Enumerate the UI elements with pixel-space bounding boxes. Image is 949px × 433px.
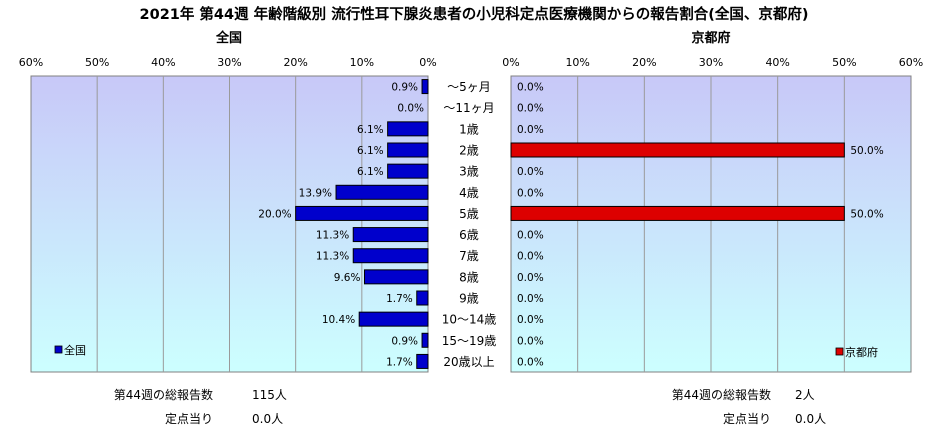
kyoto-data-label: 0.0% bbox=[517, 124, 544, 136]
kyoto-data-label: 0.0% bbox=[517, 82, 544, 94]
category-label: 5歳 bbox=[459, 207, 479, 221]
kyoto-legend: 京都府 bbox=[835, 345, 878, 359]
national-legend-label: 全国 bbox=[64, 343, 86, 357]
national-data-label: 11.3% bbox=[316, 230, 349, 242]
national-bar bbox=[352, 227, 429, 243]
kyoto-data-label: 0.0% bbox=[517, 187, 544, 199]
category-label: ～5ヶ月 bbox=[447, 80, 491, 94]
kyoto-x-tick-label: 30% bbox=[699, 56, 723, 69]
category-label: 9歳 bbox=[459, 292, 479, 306]
national-total-label: 第44週の総報告数 bbox=[114, 387, 213, 402]
kyoto-data-label: 0.0% bbox=[517, 314, 544, 326]
national-data-label: 0.9% bbox=[391, 335, 418, 347]
national-per-site-value: 0.0人 bbox=[252, 412, 283, 426]
national-data-label: 0.0% bbox=[397, 103, 424, 115]
national-x-tick-label: 40% bbox=[151, 56, 175, 69]
kyoto-total-value: 2人 bbox=[795, 388, 815, 402]
kyoto-x-tick-label: 40% bbox=[765, 56, 789, 69]
national-bar bbox=[416, 353, 429, 369]
labels: 60% 50% 40% 30% 20% 10% 0% 0% 10% 20% 30% 40% 50% 60%… bbox=[19, 56, 923, 369]
national-x-tick-label: 10% bbox=[350, 56, 374, 69]
national-data-label: 9.6% bbox=[334, 272, 361, 284]
kyoto-x-tick-label: 50% bbox=[832, 56, 856, 69]
national-bar bbox=[416, 290, 429, 306]
national-x-tick-label: 0% bbox=[419, 56, 436, 69]
national-bar bbox=[387, 163, 429, 179]
national-data-label: 10.4% bbox=[322, 314, 355, 326]
national-bar bbox=[387, 121, 429, 137]
national-data-label: 0.9% bbox=[391, 82, 418, 94]
national-data-label: 6.1% bbox=[357, 145, 384, 157]
kyoto-data-label: 0.0% bbox=[517, 166, 544, 178]
national-panel-title: 全国 bbox=[215, 30, 242, 46]
kyoto-x-tick-label: 20% bbox=[632, 56, 656, 69]
kyoto-panel-title: 京都府 bbox=[691, 30, 730, 46]
national-summary: 第44週の総報告数 115人 定点当り 0.0人 bbox=[114, 387, 287, 426]
national-bar bbox=[352, 248, 429, 264]
kyoto-data-label: 50.0% bbox=[850, 208, 883, 220]
category-label: 20歳以上 bbox=[443, 355, 494, 369]
chart-title: 2021年 第44週 年齢階級別 流行性耳下腺炎患者の小児科定点医療機関からの報… bbox=[140, 5, 809, 23]
category-label: 1歳 bbox=[459, 122, 479, 136]
national-bar bbox=[387, 142, 429, 158]
kyoto-bar bbox=[510, 205, 845, 221]
kyoto-data-label: 0.0% bbox=[517, 335, 544, 347]
national-x-tick-label: 20% bbox=[283, 56, 307, 69]
national-bar bbox=[335, 184, 429, 200]
national-data-label: 13.9% bbox=[299, 187, 332, 199]
kyoto-per-site-label: 定点当り bbox=[723, 411, 771, 426]
category-label: 10～14歳 bbox=[442, 313, 497, 327]
kyoto-bar bbox=[510, 142, 845, 158]
bars bbox=[295, 79, 845, 369]
national-legend: 全国 bbox=[54, 343, 86, 357]
national-legend-swatch bbox=[54, 345, 63, 354]
national-bar bbox=[421, 79, 429, 95]
national-data-label: 6.1% bbox=[357, 166, 384, 178]
kyoto-summary: 第44週の総報告数 2人 定点当り 0.0人 bbox=[672, 387, 826, 426]
kyoto-data-label: 0.0% bbox=[517, 251, 544, 263]
category-label: 6歳 bbox=[459, 228, 479, 242]
kyoto-x-tick-label: 0% bbox=[502, 56, 519, 69]
category-label: 2歳 bbox=[459, 144, 479, 158]
category-label: ～11ヶ月 bbox=[443, 101, 494, 115]
kyoto-data-label: 0.0% bbox=[517, 230, 544, 242]
national-x-tick-label: 50% bbox=[85, 56, 109, 69]
category-label: 7歳 bbox=[459, 249, 479, 263]
kyoto-data-label: 50.0% bbox=[850, 145, 883, 157]
category-label: 8歳 bbox=[459, 270, 479, 284]
kyoto-x-tick-label: 60% bbox=[899, 56, 923, 69]
national-data-label: 6.1% bbox=[357, 124, 384, 136]
national-data-label: 1.7% bbox=[386, 293, 413, 305]
national-total-value: 115人 bbox=[252, 388, 287, 402]
national-data-label: 11.3% bbox=[316, 251, 349, 263]
national-x-tick-label: 30% bbox=[217, 56, 241, 69]
national-x-tick-label: 60% bbox=[19, 56, 43, 69]
category-label: 15～19歳 bbox=[442, 334, 497, 348]
kyoto-legend-swatch bbox=[835, 347, 844, 356]
national-bar bbox=[363, 269, 429, 285]
kyoto-total-label: 第44週の総報告数 bbox=[672, 387, 771, 402]
category-label: 3歳 bbox=[459, 165, 479, 179]
national-data-label: 20.0% bbox=[258, 208, 291, 220]
kyoto-data-label: 0.0% bbox=[517, 103, 544, 115]
category-label: 4歳 bbox=[459, 186, 479, 200]
kyoto-data-label: 0.0% bbox=[517, 356, 544, 368]
kyoto-x-tick-label: 10% bbox=[565, 56, 589, 69]
national-bar bbox=[295, 205, 429, 221]
national-bar bbox=[358, 311, 429, 327]
national-bar bbox=[421, 332, 429, 348]
kyoto-data-label: 0.0% bbox=[517, 293, 544, 305]
kyoto-data-label: 0.0% bbox=[517, 272, 544, 284]
national-per-site-label: 定点当り bbox=[165, 411, 213, 426]
national-data-label: 1.7% bbox=[386, 356, 413, 368]
kyoto-per-site-value: 0.0人 bbox=[795, 412, 826, 426]
kyoto-legend-label: 京都府 bbox=[845, 345, 878, 359]
